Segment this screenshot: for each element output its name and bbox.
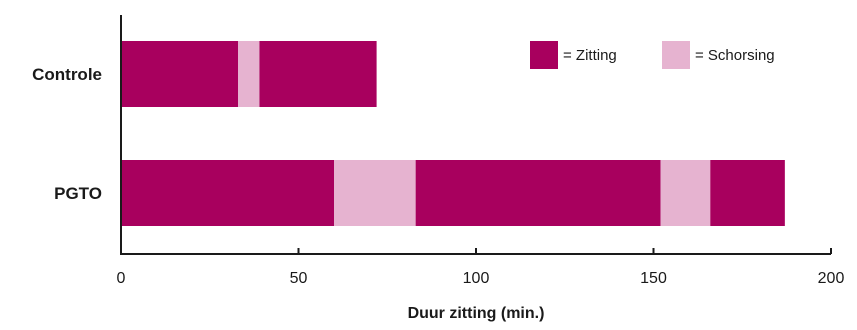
bar-segment-pgto-2-zitting	[416, 160, 661, 226]
legend-swatch-schorsing	[662, 41, 690, 69]
legend-label-schorsing: = Schorsing	[695, 47, 775, 64]
category-label-pgto: PGTO	[54, 184, 102, 203]
bar-segment-pgto-0-zitting	[121, 160, 334, 226]
bar-segment-controle-0-zitting	[121, 41, 238, 107]
x-tick-label-50: 50	[290, 270, 308, 287]
bar-segment-controle-1-schorsing	[238, 41, 259, 107]
bar-segment-pgto-4-zitting	[710, 160, 785, 226]
bar-segment-pgto-3-schorsing	[661, 160, 711, 226]
x-tick-label-0: 0	[117, 270, 126, 287]
x-tick-label-200: 200	[818, 270, 845, 287]
x-tick-label-100: 100	[463, 270, 490, 287]
bar-segment-pgto-1-schorsing	[334, 160, 416, 226]
x-axis-title: Duur zitting (min.)	[408, 305, 545, 322]
legend: = Zitting = Schorsing	[530, 41, 775, 69]
legend-label-zitting: = Zitting	[563, 47, 617, 64]
bar-segment-controle-2-zitting	[259, 41, 376, 107]
category-label-controle: Controle	[32, 65, 102, 84]
legend-swatch-zitting	[530, 41, 558, 69]
x-tick-label-150: 150	[640, 270, 667, 287]
category-labels: Controle PGTO	[32, 65, 102, 203]
